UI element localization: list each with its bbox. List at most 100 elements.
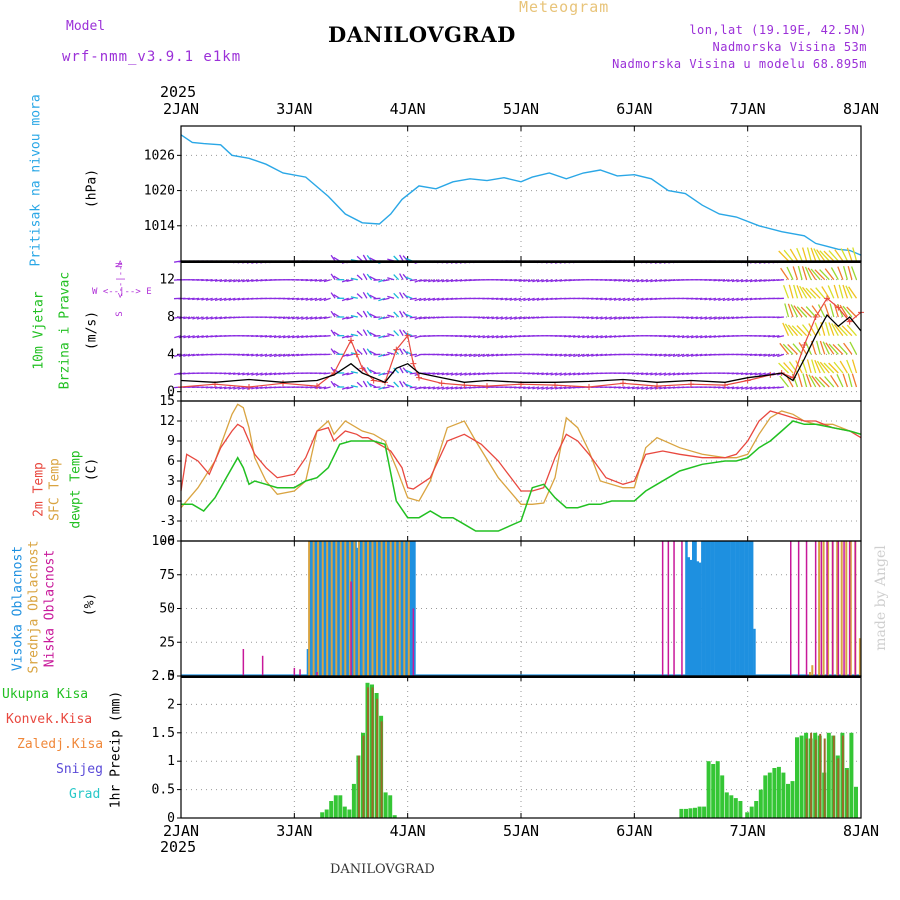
wind-barb (378, 316, 386, 321)
wind-barb (843, 342, 853, 355)
wind-barb (787, 343, 798, 355)
wind-barb (792, 343, 803, 355)
wind-barb (690, 316, 698, 320)
wind-barb (362, 310, 368, 318)
elevation: Nadmorska Visina 53m (712, 40, 867, 54)
wind-barb (310, 316, 318, 320)
wind-barb (224, 297, 232, 302)
cloud-bar-visoka-oblacnost (732, 541, 736, 676)
wind-barb (405, 295, 413, 299)
wind-barb (600, 335, 608, 339)
y-tick-label-precip: 1.5 (152, 726, 175, 741)
wind-barb (828, 362, 839, 374)
wind-barb (366, 348, 372, 355)
cloud-bar-visoka-oblacnost (735, 541, 738, 676)
y-tick-label-temp: 3 (167, 474, 175, 489)
cloud-bar-visoka-oblacnost (361, 541, 364, 676)
footer-location: DANILOVGRAD (330, 862, 435, 877)
wind-barb (173, 316, 182, 319)
wind-barb (699, 353, 708, 357)
wind-barb (201, 316, 209, 320)
cloud-bar-srednja-oblacnost (348, 541, 351, 676)
cloud-bar-srednja-oblacnost (312, 541, 315, 676)
cloud-bar-niska-oblacnost (316, 672, 318, 676)
wind-barb (423, 297, 431, 302)
wind-barb (609, 316, 617, 320)
wind-barb (210, 297, 218, 302)
cloud-bar-niska-oblacnost (854, 541, 857, 676)
wind-barb (402, 311, 409, 318)
wind-barb (717, 279, 726, 282)
wind-barb (790, 304, 799, 318)
wind-barb (618, 279, 626, 282)
cloud-bar-visoka-oblacnost (345, 541, 348, 676)
wind-barb (824, 322, 830, 336)
wind-barb (523, 297, 531, 302)
wind-gust-marker (348, 337, 354, 344)
wind-barb (659, 372, 667, 376)
cloud-bar-visoka-oblacnost (386, 541, 389, 676)
wind-barb (251, 279, 259, 283)
wind-barb (818, 376, 830, 388)
wind-barb (731, 297, 739, 302)
wind-barb (346, 279, 354, 283)
wind-barb (641, 297, 649, 301)
wind-barb (550, 279, 558, 283)
wind-barb (782, 343, 794, 355)
cloud-bar-visoka-oblacnost (744, 541, 747, 676)
wind-barb (183, 316, 191, 320)
wind-barb (613, 279, 621, 282)
wind-barb (718, 316, 726, 320)
wind-barb (319, 386, 327, 390)
cloud-bar-visoka-oblacnost (401, 541, 405, 676)
wind-barb (237, 297, 245, 301)
wind-barb (205, 386, 213, 389)
wind-barb (228, 297, 236, 301)
year-top: 2025 (160, 83, 197, 101)
wind-gust-marker (393, 346, 400, 353)
precip-bar-convective (362, 735, 365, 818)
wind-barb (686, 353, 694, 358)
wind-barb (387, 295, 395, 299)
wind-barb (778, 250, 789, 262)
cloud-bar-srednja-oblacnost (403, 541, 406, 676)
wind-barb (450, 353, 458, 357)
cloud-bar-visoka-oblacnost (714, 541, 718, 676)
wind-barb (382, 297, 390, 301)
wind-barb (810, 247, 817, 262)
cloud-bar-visoka-oblacnost (322, 541, 325, 676)
cloud-bar-srednja-oblacnost (357, 541, 360, 676)
wind-barb (677, 335, 685, 339)
wind-gust-marker (461, 382, 468, 389)
wind-barb (301, 335, 309, 339)
wind-barb (842, 266, 849, 280)
wind-barb (432, 372, 440, 375)
wind-barb (455, 279, 463, 282)
wind-barb (260, 335, 268, 338)
wind-barb (287, 316, 295, 320)
wind-barb (582, 353, 590, 358)
x-tick-label-bottom: 7JAN (730, 822, 766, 840)
wind-barb (681, 353, 689, 358)
wind-barb (246, 372, 254, 376)
wind-barb (810, 268, 821, 281)
wind-barb (586, 316, 594, 320)
wind-barb (636, 279, 644, 283)
wind-barb (636, 297, 644, 301)
cloud-bar-visoka-oblacnost (315, 541, 319, 676)
wind-barb (819, 250, 830, 262)
wind-barb (201, 297, 209, 301)
wind-barb (459, 372, 467, 376)
cloud-bar-niska-oblacnost (790, 541, 792, 676)
wind-barb (242, 279, 250, 283)
wind-barb (645, 386, 653, 390)
wind-barb (504, 297, 513, 301)
cloud-bar-niska-oblacnost (814, 541, 817, 676)
precip-bar-convective (814, 739, 817, 818)
precip-bar-total (738, 801, 743, 818)
wind-barb (346, 386, 354, 390)
wind-barb (192, 353, 200, 357)
wind-barb (373, 353, 381, 356)
wind-barb (800, 306, 812, 318)
wind-barb (709, 335, 717, 339)
